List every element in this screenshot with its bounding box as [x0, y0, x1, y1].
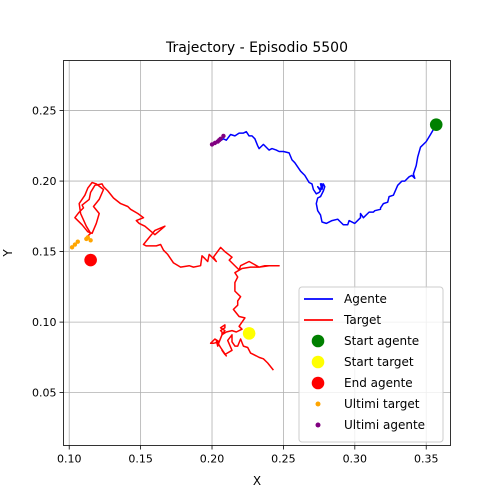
legend-label-ultimi-target: Ultimi target	[344, 397, 420, 411]
x-tick-label: 0.20	[200, 453, 225, 466]
start-target-marker	[242, 327, 256, 340]
x-axis-label: X	[253, 474, 261, 488]
legend-label-ultimi-agente: Ultimi agente	[344, 418, 425, 432]
legend-swatch-end-agente	[311, 376, 325, 390]
x-tick-label: 0.35	[414, 453, 439, 466]
legend-label-end-agente: End agente	[344, 376, 413, 390]
y-axis-label: Y	[1, 249, 15, 258]
agente-trajectory-line	[211, 124, 437, 226]
x-tick-label: 0.25	[271, 453, 296, 466]
axis-ticks: 0.10 0.15 0.20 0.25 0.30 0.35 0.05 0.10 0.15 0.20…	[32, 105, 438, 466]
y-tick-label: 0.15	[32, 246, 57, 259]
y-tick-label: 0.25	[32, 105, 57, 118]
ultimi-target-point	[72, 242, 78, 247]
legend-label-target: Target	[343, 313, 381, 327]
y-tick-label: 0.20	[32, 175, 57, 188]
plot-frame	[63, 60, 451, 446]
legend: Agente Target Start agente Start target End …	[298, 286, 444, 443]
ultimi-agente-point	[221, 133, 226, 139]
x-tick-label: 0.30	[343, 453, 368, 466]
legend-label-start-agente: Start agente	[344, 334, 419, 348]
legend-swatch-ultimi-agente	[315, 422, 321, 428]
target-trajectory-line	[74, 181, 280, 371]
ultimi-target-point	[85, 235, 90, 240]
start-agente-marker	[429, 118, 443, 131]
ultimi-target-point	[75, 239, 80, 244]
legend-swatch-start-agente	[311, 334, 325, 348]
legend-swatch-ultimi-target	[315, 401, 321, 407]
chart-title: Trajectory - Episodio 5500	[165, 40, 348, 56]
x-tick-label: 0.15	[128, 453, 153, 466]
end-agente-marker	[84, 253, 97, 267]
x-tick-label: 0.10	[57, 453, 82, 466]
ultimi-agente-point	[218, 136, 223, 141]
plot-series	[69, 118, 443, 371]
legend-swatch-start-target	[311, 355, 325, 369]
legend-box	[298, 286, 444, 443]
legend-label-agente: Agente	[344, 292, 387, 306]
ultimi-target-point	[69, 245, 75, 250]
grid	[63, 60, 451, 446]
legend-label-start-target: Start target	[344, 355, 414, 369]
y-tick-label: 0.10	[32, 316, 57, 329]
y-tick-label: 0.05	[32, 387, 57, 400]
ultimi-target-point	[88, 238, 93, 243]
